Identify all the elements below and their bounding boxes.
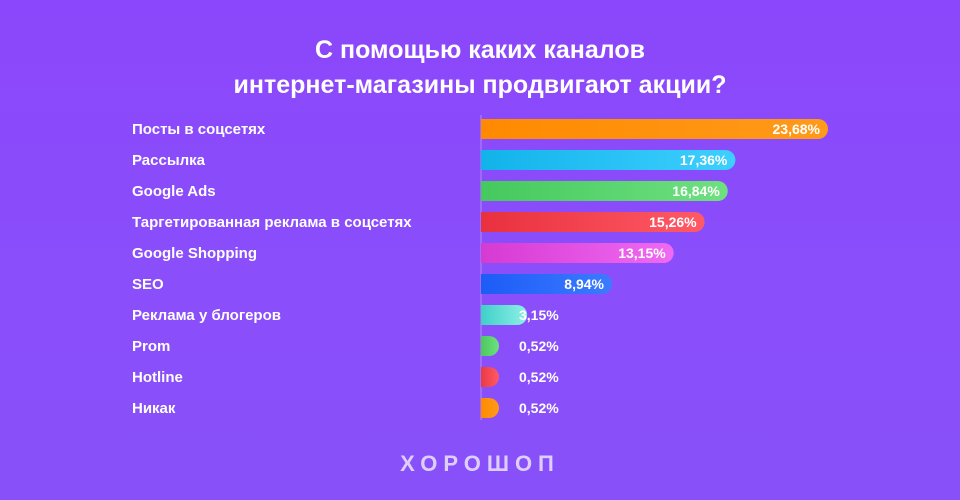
bar (481, 367, 499, 387)
value-label: 0,52% (519, 400, 559, 416)
bar (481, 181, 728, 201)
value-label: 13,15% (618, 245, 666, 261)
chart-title: С помощью каких каналов интернет-магазин… (0, 33, 960, 103)
value-label: 15,26% (649, 214, 697, 230)
category-label: Реклама у блогеров (132, 307, 281, 324)
category-label: Рассылка (132, 152, 206, 169)
brand-logo: ХОРОШОП (400, 451, 560, 476)
bar (481, 336, 499, 356)
value-label: 8,94% (564, 276, 604, 292)
category-label: Google Shopping (132, 245, 257, 262)
category-label: Никак (132, 400, 176, 417)
value-label: 17,36% (680, 152, 728, 168)
chart-title-line-1: С помощью каких каналов (315, 36, 645, 64)
category-label: Посты в соцсетях (132, 121, 266, 138)
category-label: SEO (132, 276, 164, 293)
chart-title-line-2: интернет-магазины продвигают акции? (233, 71, 727, 99)
value-label: 3,15% (519, 307, 559, 323)
bar (481, 398, 499, 418)
bar (481, 119, 828, 139)
bar-chart: Посты в соцсетях 23,68% Рассылка 17,36% Goog… (132, 119, 828, 418)
value-label: 16,84% (672, 183, 720, 199)
value-label: 0,52% (519, 338, 559, 354)
bar (481, 150, 736, 170)
bar (481, 243, 674, 263)
category-label: Google Ads (132, 183, 216, 200)
category-label: Prom (132, 338, 170, 355)
value-label: 0,52% (519, 369, 559, 385)
bar (481, 212, 705, 232)
category-label: Hotline (132, 369, 183, 386)
bar (481, 305, 528, 325)
category-label: Таргетированная реклама в соцсетях (132, 214, 412, 231)
value-label: 23,68% (773, 121, 821, 137)
bar (481, 274, 613, 294)
